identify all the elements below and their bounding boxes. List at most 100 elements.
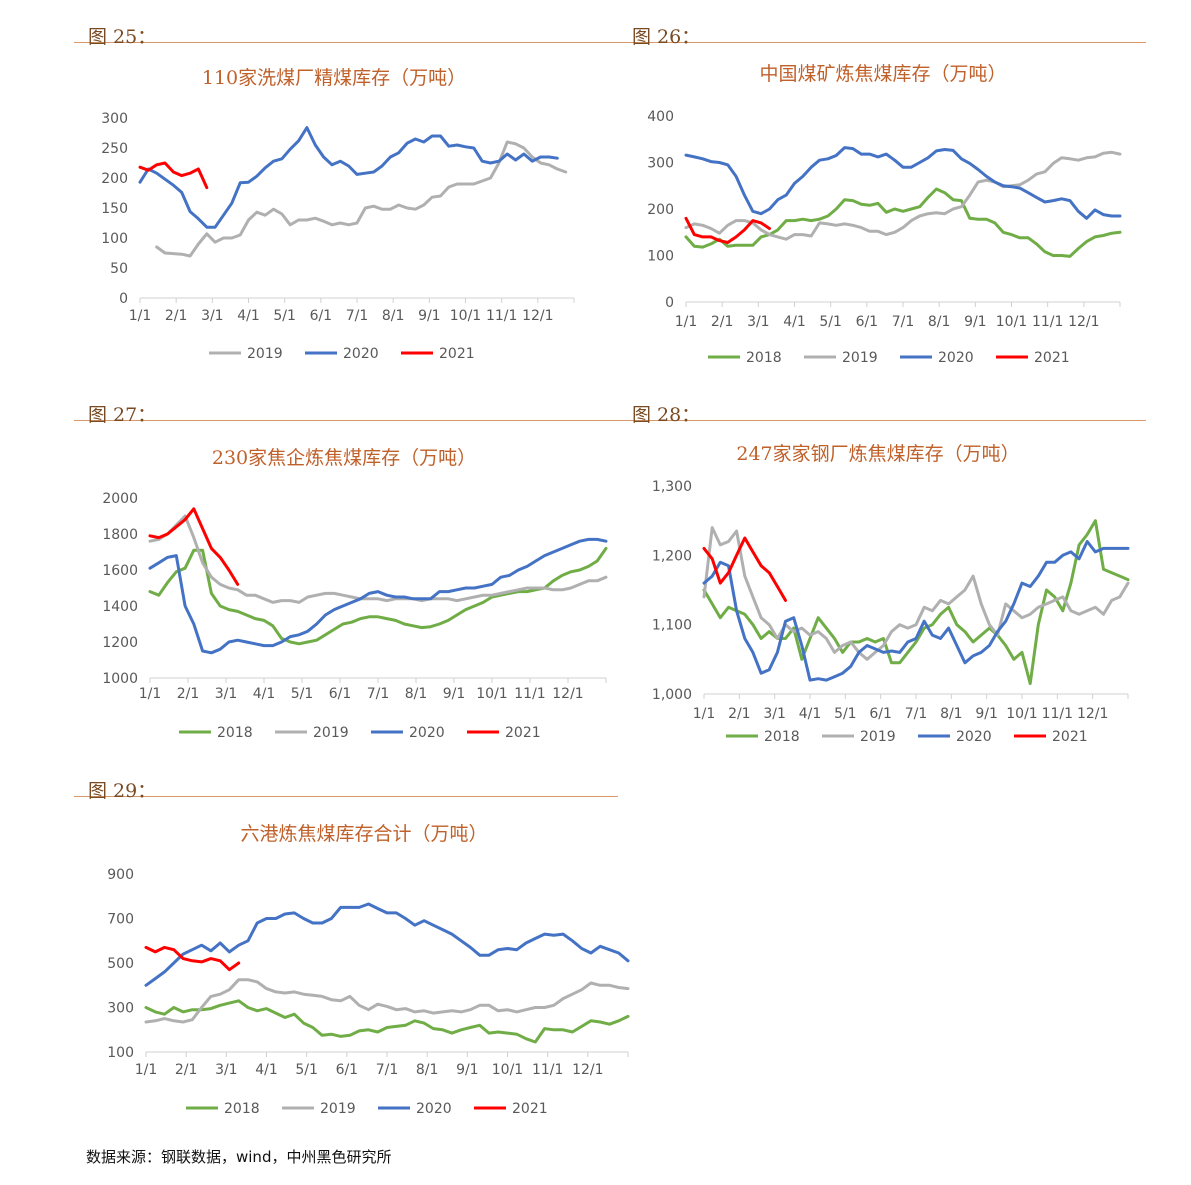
x-tick-label: 3/1 [201,308,224,324]
x-tick-label: 4/1 [253,686,276,702]
x-tick-label: 3/1 [763,706,786,722]
series-line-2019 [144,978,630,1024]
x-tick-label: 7/1 [346,308,369,324]
x-tick-label: 1/1 [139,686,162,702]
x-tick-label: 4/1 [783,314,806,330]
x-tick-label: 11/1 [532,1062,563,1078]
y-tick-label: 900 [107,867,134,883]
y-tick-label: 0 [665,295,674,311]
legend-label-2018: 2018 [746,350,782,366]
series-line-2020 [684,146,1122,220]
x-tick-label: 12/1 [1077,706,1108,722]
y-tick-label: 50 [110,261,128,277]
legend-label-2021: 2021 [1052,729,1088,745]
x-tick-label: 12/1 [522,308,553,324]
x-tick-label: 11/1 [486,308,517,324]
legend-label-2020: 2020 [343,346,379,362]
legend-label-2019: 2019 [842,350,878,366]
y-tick-label: 1,100 [652,618,692,634]
series-line-2020 [138,126,559,229]
chart-panel-26: 中国煤矿炼焦煤库存（万吨） 0 100 200 300 400 1/1 2/1 3/1 4/1 5/… [618,50,1146,380]
x-tick-label: 8/1 [382,308,405,324]
y-tick-label: 400 [647,109,674,125]
x-tick-label: 12/1 [572,1062,603,1078]
chart-panel-25: 110家洗煤厂精煤库存（万吨） 0 50 100 150 200 250 300 1/1 2/1 3… [74,50,618,380]
x-tick-label: 6/1 [329,686,352,702]
legend-label-2019: 2019 [247,346,283,362]
x-tick-label: 4/1 [255,1062,278,1078]
chart-title: 110家洗煤厂精煤库存（万吨） [202,67,466,89]
x-tick-label: 9/1 [975,706,998,722]
legend-label-2020: 2020 [956,729,992,745]
y-tick-label: 1600 [102,563,138,579]
chart-title: 中国煤矿炼焦煤库存（万吨） [759,63,1006,85]
series-line-2019 [702,526,1130,661]
y-tick-label: 1000 [102,671,138,687]
x-tick-label: 9/1 [456,1062,479,1078]
x-tick-label: 5/1 [819,314,842,330]
y-tick-label: 300 [101,111,128,127]
x-tick-label: 1/1 [693,706,716,722]
x-tick-label: 9/1 [964,314,987,330]
legend-label-2021: 2021 [505,725,541,741]
y-tick-label: 0 [119,291,128,307]
x-tick-label: 3/1 [747,314,770,330]
series-line-2018 [144,999,630,1044]
x-tick-label: 4/1 [799,706,822,722]
x-tick-label: 8/1 [416,1062,439,1078]
y-tick-label: 700 [107,912,134,928]
x-tick-label: 5/1 [291,686,314,702]
series-line-2021 [702,536,787,602]
x-tick-label: 1/1 [129,308,152,324]
x-tick-label: 2/1 [711,314,734,330]
series-line-2021 [148,507,240,586]
y-tick-label: 100 [647,249,674,265]
series-line-2020 [144,902,630,987]
legend-label-2020: 2020 [938,350,974,366]
series-line-2021 [684,216,771,244]
x-tick-label: 7/1 [905,706,928,722]
legend-label-2021: 2021 [1034,350,1070,366]
figure-28-heading: 图 28： [618,390,1146,426]
series-line-2020 [702,540,1130,682]
y-tick-label: 2000 [102,491,138,507]
chart-panel-28: 247家家钢厂炼焦煤库存（万吨） 1,000 1,100 1,200 1,300 1/1 2… [618,430,1146,760]
y-tick-label: 150 [101,201,128,217]
figure-29-label: 图 29： [88,780,157,802]
source-note: 数据来源：钢联数据，wind，中州黑色研究所 [86,1148,392,1166]
figure-28-label: 图 28： [632,404,701,426]
figure-29-heading: 图 29： [74,766,618,802]
series-line-2021 [144,945,241,972]
x-tick-label: 8/1 [405,686,428,702]
figure-26-heading: 图 26： [618,12,1146,48]
x-tick-label: 3/1 [215,686,238,702]
legend-label-2019: 2019 [320,1101,356,1117]
legend-label-2019: 2019 [860,729,896,745]
x-tick-label: 10/1 [450,308,481,324]
y-tick-label: 250 [101,141,128,157]
chart-25: 110家洗煤厂精煤库存（万吨） 0 50 100 150 200 250 300 1/1 2/1 3… [101,67,575,362]
x-tick-label: 2/1 [165,308,188,324]
chart-panel-27: 230家焦企炼焦煤库存（万吨） 1000 1200 1400 1600 1800 2000 1… [74,430,618,760]
legend-label-2018: 2018 [764,729,800,745]
figure-27-label: 图 27： [88,404,157,426]
x-tick-label: 11/1 [1042,706,1073,722]
x-tick-label: 2/1 [728,706,751,722]
x-tick-label: 10/1 [492,1062,523,1078]
x-tick-label: 2/1 [177,686,200,702]
x-tick-label: 12/1 [1068,314,1099,330]
series-line-2018 [148,546,608,646]
figure-25-heading: 图 25： [74,12,618,48]
x-tick-label: 10/1 [1006,706,1037,722]
x-tick-label: 1/1 [675,314,698,330]
x-tick-label: 6/1 [856,314,879,330]
legend-label-2020: 2020 [416,1101,452,1117]
x-tick-label: 10/1 [996,314,1027,330]
chart-29: 六港炼焦煤库存合计（万吨） 100 300 500 700 900 1/1 2/1 3/1 4/1… [107,823,630,1117]
chart-27: 230家焦企炼焦煤库存（万吨） 1000 1200 1400 1600 1800 2000 1… [102,447,608,741]
y-tick-label: 1,300 [652,479,692,495]
x-tick-label: 11/1 [514,686,545,702]
y-tick-label: 300 [647,156,674,172]
series-line-2018 [684,187,1122,258]
x-tick-label: 2/1 [175,1062,198,1078]
